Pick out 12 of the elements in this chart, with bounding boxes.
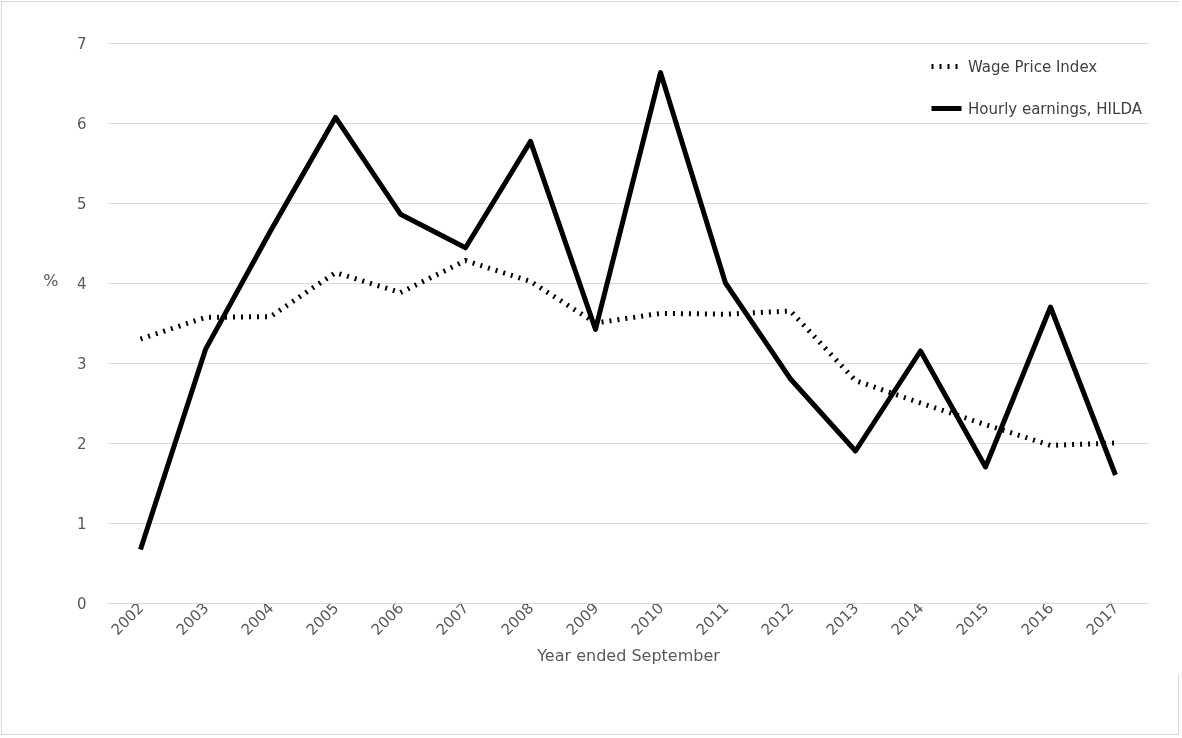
y-tick-label: 0 [76, 594, 87, 613]
y-tick-label: 1 [76, 514, 87, 533]
y-tick-label: 5 [76, 194, 87, 213]
y-tick-label: 6 [76, 114, 87, 133]
y-tick-label: 7 [76, 34, 87, 53]
y-tick-label: 3 [76, 354, 87, 373]
y-tick-label: 2 [76, 434, 87, 453]
legend-label: Hourly earnings, HILDA [968, 99, 1143, 118]
legend-label: Wage Price Index [968, 57, 1098, 76]
x-axis-title: Year ended September [536, 646, 721, 666]
y-tick-label: 4 [76, 274, 87, 293]
y-axis-title: % [43, 270, 59, 290]
